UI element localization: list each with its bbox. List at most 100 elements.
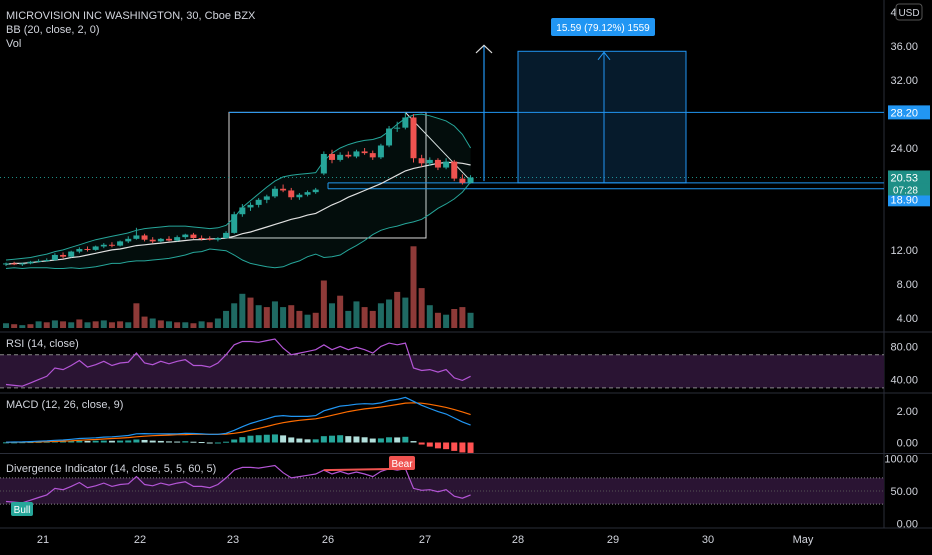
candle[interactable] (35, 259, 42, 263)
macd-histogram-bar[interactable] (353, 436, 360, 443)
time-axis-tick[interactable]: 27 (419, 534, 431, 546)
candle[interactable] (231, 211, 238, 234)
candle[interactable] (157, 237, 164, 243)
candle[interactable] (263, 194, 270, 204)
volume-bar[interactable] (198, 321, 205, 328)
macd-histogram-bar[interactable] (329, 435, 335, 443)
candle[interactable] (304, 190, 311, 197)
candle[interactable] (27, 260, 34, 265)
macd-pane-title[interactable]: MACD (12, 26, close, 9) (6, 399, 123, 411)
macd-histogram-bar[interactable] (198, 442, 205, 444)
volume-bar[interactable] (166, 321, 172, 328)
time-axis-tick[interactable]: May (793, 534, 814, 546)
macd-histogram-bar[interactable] (223, 441, 230, 443)
volume-bar[interactable] (92, 321, 99, 328)
volume-bar[interactable] (304, 314, 311, 328)
macd-histogram-bar[interactable] (410, 441, 417, 443)
candle[interactable] (68, 250, 75, 258)
candle[interactable] (149, 237, 156, 244)
time-axis-tick[interactable]: 21 (37, 534, 49, 546)
time-axis-tick[interactable]: 30 (702, 534, 714, 546)
volume-bar[interactable] (369, 310, 376, 328)
macd-histogram-bar[interactable] (174, 441, 181, 443)
volume-bar[interactable] (100, 320, 107, 328)
macd-histogram-bar[interactable] (206, 442, 213, 444)
candle[interactable] (280, 184, 287, 193)
time-axis-tick[interactable]: 23 (227, 534, 239, 546)
candle[interactable] (418, 154, 425, 167)
macd-histogram-bar[interactable] (60, 441, 67, 443)
volume-bar[interactable] (125, 322, 132, 328)
volume-bar[interactable] (459, 307, 466, 328)
volume-bar[interactable] (206, 322, 213, 328)
candle[interactable] (434, 158, 441, 171)
macd-histogram-bar[interactable] (125, 440, 132, 443)
candle[interactable] (312, 187, 319, 194)
macd-histogram-bar[interactable] (239, 437, 246, 443)
macd-histogram-bar[interactable] (369, 438, 376, 443)
macd-histogram-bar[interactable] (182, 441, 189, 443)
volume-bar[interactable] (361, 307, 368, 328)
macd-histogram-bar[interactable] (426, 442, 433, 447)
volume-bar[interactable] (27, 324, 34, 328)
volume-bar[interactable] (271, 301, 278, 328)
rsi-pane-title[interactable]: RSI (14, close) (6, 338, 79, 350)
macd-line[interactable] (5, 396, 471, 443)
volume-bar[interactable] (223, 310, 230, 328)
volume-bar[interactable] (434, 312, 441, 328)
macd-histogram-bar[interactable] (157, 440, 164, 443)
volume-bar[interactable] (288, 305, 295, 328)
time-axis-tick[interactable]: 29 (607, 534, 619, 546)
volume-bar[interactable] (76, 319, 83, 328)
candle[interactable] (320, 151, 327, 176)
candle[interactable] (361, 148, 368, 155)
volume-bar[interactable] (426, 305, 433, 328)
volume-bar[interactable] (312, 312, 319, 328)
candle[interactable] (60, 252, 67, 259)
currency-button[interactable]: USD (895, 3, 923, 21)
macd-signal-line[interactable] (5, 402, 471, 443)
macd-histogram-bar[interactable] (312, 439, 319, 443)
macd-histogram-bar[interactable] (100, 440, 107, 443)
macd-histogram-bar[interactable] (117, 440, 124, 443)
candle[interactable] (214, 237, 221, 242)
macd-histogram-bar[interactable] (3, 442, 9, 444)
volume-bar[interactable] (320, 280, 327, 329)
volume-bar[interactable] (157, 320, 164, 328)
macd-histogram-bar[interactable] (418, 442, 425, 445)
candle[interactable] (353, 149, 360, 159)
volume-bar[interactable] (43, 322, 50, 328)
bull-label[interactable]: Bull (11, 502, 33, 516)
volume-bar[interactable] (108, 322, 115, 328)
bear-label[interactable]: Bear (389, 456, 415, 470)
volume-bar[interactable] (3, 323, 9, 328)
candle[interactable] (174, 235, 181, 242)
macd-histogram-bar[interactable] (443, 442, 450, 450)
volume-bar[interactable] (255, 305, 262, 328)
macd-histogram-bar[interactable] (149, 440, 156, 443)
macd-histogram-bar[interactable] (92, 440, 99, 443)
price-badge[interactable]: 18.90 (888, 192, 930, 207)
volume-indicator-label[interactable]: Vol (6, 38, 21, 50)
macd-histogram-bar[interactable] (377, 438, 384, 443)
volume-bar[interactable] (214, 318, 221, 329)
macd-histogram-bar[interactable] (467, 442, 474, 453)
volume-bar[interactable] (60, 321, 67, 328)
price-badge[interactable]: 20.53 (888, 170, 930, 185)
candle[interactable] (92, 245, 99, 251)
volume-bar[interactable] (337, 295, 344, 328)
volume-bar[interactable] (353, 301, 360, 328)
volume-bar[interactable] (11, 324, 18, 328)
bb-upper-line[interactable] (5, 113, 472, 261)
volume-bar[interactable] (141, 316, 148, 328)
candle[interactable] (141, 233, 148, 242)
macd-histogram-bar[interactable] (108, 440, 115, 443)
volume-bar[interactable] (345, 310, 352, 328)
volume-bar[interactable] (174, 322, 181, 328)
candle[interactable] (43, 258, 50, 262)
macd-histogram-bar[interactable] (11, 442, 18, 444)
volume-bar[interactable] (280, 307, 287, 328)
candle[interactable] (451, 159, 458, 182)
candle[interactable] (288, 187, 295, 200)
